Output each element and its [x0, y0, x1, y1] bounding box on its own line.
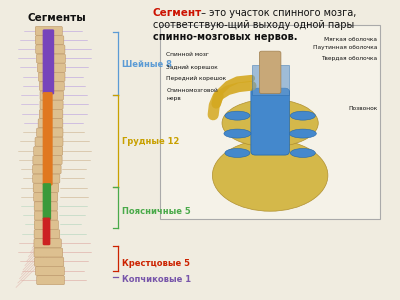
FancyBboxPatch shape [34, 146, 63, 155]
FancyBboxPatch shape [43, 92, 53, 185]
FancyBboxPatch shape [38, 63, 66, 72]
FancyBboxPatch shape [37, 128, 63, 137]
FancyBboxPatch shape [34, 220, 58, 229]
Ellipse shape [289, 129, 316, 138]
Text: Мягкая оболочка: Мягкая оболочка [324, 37, 377, 42]
Text: Позвонок: Позвонок [348, 106, 377, 111]
FancyBboxPatch shape [39, 110, 63, 118]
Text: Грудные 12: Грудные 12 [122, 136, 179, 146]
FancyBboxPatch shape [34, 230, 60, 238]
FancyBboxPatch shape [34, 211, 58, 220]
FancyBboxPatch shape [35, 36, 64, 45]
Text: Сегменты: Сегменты [27, 13, 86, 22]
FancyBboxPatch shape [37, 276, 64, 285]
FancyBboxPatch shape [43, 218, 50, 245]
FancyBboxPatch shape [252, 65, 289, 95]
FancyBboxPatch shape [35, 26, 62, 35]
FancyBboxPatch shape [33, 183, 59, 192]
FancyBboxPatch shape [38, 73, 65, 82]
FancyBboxPatch shape [34, 239, 61, 248]
Text: Шейные 8: Шейные 8 [122, 60, 172, 69]
Text: Спинной мозг: Спинной мозг [166, 52, 209, 57]
Text: спинно-мозговых нервов.: спинно-мозговых нервов. [153, 32, 297, 42]
FancyBboxPatch shape [40, 100, 63, 109]
Ellipse shape [290, 111, 315, 120]
FancyBboxPatch shape [251, 88, 289, 155]
FancyBboxPatch shape [32, 165, 61, 174]
FancyBboxPatch shape [36, 45, 65, 54]
Text: нерв: нерв [166, 96, 181, 101]
FancyBboxPatch shape [160, 25, 380, 219]
FancyBboxPatch shape [35, 137, 63, 146]
Text: Сегмент: Сегмент [153, 8, 202, 18]
FancyBboxPatch shape [36, 54, 66, 63]
Text: – это участок спинного мозга,: – это участок спинного мозга, [198, 8, 356, 18]
FancyBboxPatch shape [36, 266, 64, 275]
FancyBboxPatch shape [259, 51, 281, 94]
Ellipse shape [224, 129, 251, 138]
FancyBboxPatch shape [33, 156, 62, 165]
FancyBboxPatch shape [43, 29, 54, 94]
Ellipse shape [225, 148, 250, 158]
Text: Задний корешок: Задний корешок [166, 65, 218, 70]
FancyBboxPatch shape [40, 91, 64, 100]
Text: Копчиковые 1: Копчиковые 1 [122, 275, 191, 284]
Text: Паутинная оболочка: Паутинная оболочка [313, 45, 377, 50]
Ellipse shape [212, 140, 328, 211]
FancyBboxPatch shape [34, 202, 57, 211]
Ellipse shape [222, 99, 318, 147]
FancyBboxPatch shape [33, 174, 60, 183]
Text: Спинномозговой: Спинномозговой [166, 88, 218, 93]
FancyBboxPatch shape [38, 119, 63, 128]
FancyBboxPatch shape [40, 82, 64, 91]
Text: Твердая оболочка: Твердая оболочка [321, 56, 377, 61]
FancyBboxPatch shape [43, 183, 51, 220]
Text: Передний корешок: Передний корешок [166, 76, 226, 81]
FancyBboxPatch shape [34, 193, 58, 202]
Text: Поясничные 5: Поясничные 5 [122, 207, 191, 216]
Ellipse shape [290, 148, 315, 158]
Text: Крестцовые 5: Крестцовые 5 [122, 259, 190, 268]
FancyBboxPatch shape [34, 248, 63, 257]
FancyBboxPatch shape [34, 257, 64, 266]
Text: соответствую-щий выходу одной пары: соответствую-щий выходу одной пары [153, 20, 354, 30]
Ellipse shape [225, 111, 250, 120]
